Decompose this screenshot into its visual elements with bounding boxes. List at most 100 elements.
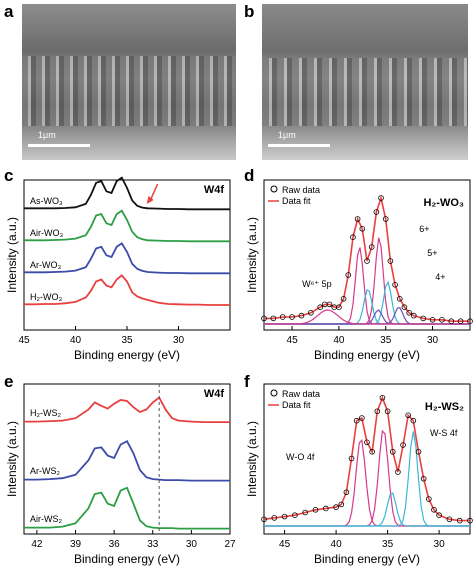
annotation-5plus: 5+ bbox=[427, 248, 437, 258]
raw-data-point bbox=[456, 517, 463, 524]
x-tick-label: 45 bbox=[287, 335, 299, 346]
series-label: Air-WS₂ bbox=[30, 514, 62, 524]
raw-data-point bbox=[382, 216, 389, 222]
data-fit-line bbox=[264, 194, 470, 322]
x-tick-label: 35 bbox=[121, 335, 133, 346]
x-tick-label: 30 bbox=[434, 539, 446, 550]
raw-data-point bbox=[400, 442, 406, 448]
sem-image-a: 1μm bbox=[22, 4, 236, 160]
sem-image-b: 1μm bbox=[262, 4, 468, 160]
raw-data-point bbox=[338, 501, 345, 508]
legend-label-fit: Data fit bbox=[282, 400, 311, 410]
raw-data-point bbox=[333, 504, 339, 510]
raw-data-point bbox=[345, 272, 352, 278]
x-tick-label: 35 bbox=[382, 539, 394, 550]
x-tick-label: 40 bbox=[331, 539, 343, 550]
y-axis-label: Intensity (a.u.) bbox=[245, 217, 259, 293]
raw-data-point bbox=[326, 301, 333, 308]
series-label: Ar-WO₃ bbox=[30, 260, 61, 270]
fit-component-ws-b bbox=[264, 431, 470, 527]
x-tick-label: 36 bbox=[109, 539, 121, 550]
raw-data-point bbox=[279, 314, 286, 320]
raw-data-point bbox=[364, 439, 370, 446]
raw-data-point bbox=[415, 448, 422, 455]
raw-data-point bbox=[457, 318, 464, 325]
raw-data-point bbox=[429, 317, 436, 323]
series-line-1 bbox=[24, 274, 230, 306]
raw-data-point bbox=[353, 417, 360, 424]
x-tick-label: 27 bbox=[224, 539, 236, 550]
data-fit-line bbox=[263, 395, 470, 522]
raw-data-point bbox=[368, 244, 375, 250]
fit-component-5p bbox=[264, 309, 470, 325]
raw-data-point bbox=[420, 315, 426, 322]
raw-data-point bbox=[446, 516, 453, 523]
raw-data-point bbox=[374, 408, 381, 415]
chart-f: 45 40 35 30 Binding energy (eV) Intensity (a.… bbox=[245, 383, 473, 566]
panel-letter-d: d bbox=[244, 166, 255, 185]
series-line-2 bbox=[24, 439, 230, 482]
x-tick-label: 30 bbox=[173, 335, 185, 346]
raw-data-point bbox=[364, 258, 370, 264]
chart-title: H₂-WO₃ bbox=[423, 197, 464, 209]
annotation-ws: W-S 4f bbox=[430, 428, 458, 438]
x-tick-label: 42 bbox=[31, 539, 43, 550]
chart-c: 45 40 35 30 Binding energy (eV) Intensity (a.… bbox=[5, 176, 231, 362]
raw-data-point bbox=[261, 315, 267, 322]
raw-data-point bbox=[348, 455, 355, 462]
x-tick-label: 30 bbox=[427, 335, 439, 346]
raw-data-point bbox=[384, 408, 391, 415]
annotation-5p: W⁶⁺ 5p bbox=[302, 279, 331, 289]
legend-label-raw: Raw data bbox=[282, 389, 320, 399]
chart-d: 45 40 35 30 Binding energy (eV) Intensity (a.… bbox=[245, 179, 473, 362]
raw-data-point bbox=[396, 296, 403, 302]
x-axis-label: Binding energy (eV) bbox=[314, 348, 420, 362]
series-line-3 bbox=[24, 486, 230, 530]
x-tick-label: 30 bbox=[186, 539, 198, 550]
raw-data-point bbox=[439, 317, 445, 323]
x-tick-label: 39 bbox=[70, 539, 82, 550]
x-tick-label: 40 bbox=[333, 335, 345, 346]
legend-marker-raw bbox=[270, 185, 278, 193]
annotation-4plus: 4+ bbox=[435, 272, 445, 282]
raw-data-point bbox=[298, 312, 305, 319]
plot-frame bbox=[263, 179, 471, 331]
legend-label-raw: Raw data bbox=[282, 185, 320, 195]
raw-data-point bbox=[406, 310, 412, 316]
raw-data-point bbox=[379, 394, 386, 401]
raw-data-point bbox=[387, 258, 394, 264]
raw-data-point bbox=[448, 318, 455, 325]
annotation-wo: W-O 4f bbox=[286, 452, 315, 462]
series-label: H₂-WS₂ bbox=[30, 408, 61, 418]
raw-data-point bbox=[392, 282, 398, 288]
panel-letter-a: a bbox=[4, 2, 14, 21]
raw-data-point bbox=[270, 315, 277, 322]
raw-data-point bbox=[281, 513, 288, 520]
x-tick-label: 45 bbox=[18, 335, 30, 346]
x-tick-label: 33 bbox=[147, 539, 159, 550]
x-tick-label: 40 bbox=[70, 335, 82, 346]
raw-data-point bbox=[336, 304, 342, 311]
raw-data-point bbox=[431, 507, 437, 513]
x-axis-label: Binding energy (eV) bbox=[74, 348, 180, 362]
raw-data-point bbox=[343, 489, 350, 496]
raw-data-point bbox=[261, 516, 267, 523]
raw-data-point bbox=[317, 304, 323, 311]
raw-data-point bbox=[302, 509, 308, 516]
x-axis-label: Binding energy (eV) bbox=[314, 552, 420, 566]
raw-data-point bbox=[289, 314, 295, 320]
raw-data-point bbox=[312, 507, 319, 513]
raw-data-point bbox=[420, 475, 427, 482]
raw-data-point bbox=[411, 312, 417, 319]
raw-data-point bbox=[401, 304, 408, 311]
series-label: Air-WO₃ bbox=[30, 228, 63, 238]
panel-letter-b: b bbox=[244, 2, 255, 21]
y-axis-label: Intensity (a.u.) bbox=[5, 217, 19, 293]
series-line-2 bbox=[24, 242, 230, 275]
series-line-3 bbox=[24, 209, 230, 243]
x-tick-label: 35 bbox=[380, 335, 392, 346]
raw-data-point bbox=[467, 318, 473, 325]
raw-data-point bbox=[350, 234, 356, 240]
fit-component-5plus-b bbox=[264, 280, 470, 325]
series-label: H₂-WO₃ bbox=[30, 292, 62, 302]
